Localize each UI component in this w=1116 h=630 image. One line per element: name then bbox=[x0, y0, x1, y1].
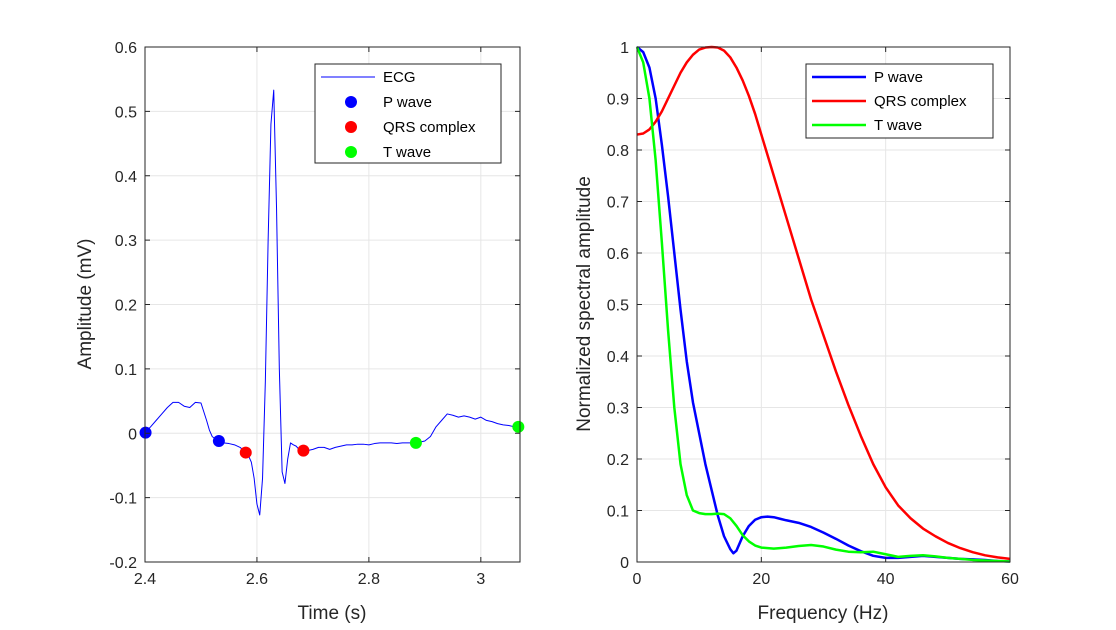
ecg-y-ticks: -0.2 -0.1 0 0.1 0.2 0.3 0.4 0.5 0.6 bbox=[109, 40, 520, 572]
spectrum-y-axis-label: Normalized spectral amplitude bbox=[574, 176, 595, 432]
ecg-y-tick-label-6: 0.4 bbox=[115, 169, 137, 186]
ecg-legend-entry-ecg: ECG bbox=[321, 69, 416, 86]
spectrum-legend: P wave QRS complex T wave bbox=[805, 63, 994, 139]
spectrum-y-tick-label-7: 0.7 bbox=[607, 195, 629, 212]
spectrum-series-qrs-complex-line bbox=[636, 45, 1011, 561]
ecg-x-axis-label: Time (s) bbox=[298, 603, 367, 624]
spectrum-plot: 0 20 40 60 0 0.1 0.2 0.3 0.4 0.5 0.6 0.7 0.8 0.9 1 Fr… bbox=[574, 40, 1019, 624]
ecg-x-tick-label-3: 3 bbox=[476, 571, 485, 588]
ecg-series-markers bbox=[139, 420, 525, 459]
ecg-legend-swatch-t-wave bbox=[345, 146, 357, 158]
ecg-y-axis-label: Amplitude (mV) bbox=[75, 239, 96, 370]
spectrum-y-tick-label-9: 0.9 bbox=[607, 92, 629, 109]
spectrum-y-tick-label-2: 0.2 bbox=[607, 452, 629, 469]
ecg-y-tick-label-3: 0.1 bbox=[115, 362, 137, 379]
ecg-legend-entry-t-wave: T wave bbox=[345, 144, 431, 161]
spectrum-y-tick-label-4: 0.4 bbox=[607, 349, 629, 366]
ecg-marker-p-wave-0 bbox=[139, 426, 152, 439]
ecg-marker-t-wave-0 bbox=[409, 436, 422, 449]
ecg-legend-label-qrs-complex: QRS complex bbox=[383, 119, 476, 136]
spectrum-x-tick-label-0: 0 bbox=[633, 571, 642, 588]
ecg-y-tick-label-7: 0.5 bbox=[115, 104, 137, 121]
spectrum-series-t-wave-line bbox=[635, 46, 1011, 563]
ecg-legend-box bbox=[314, 63, 502, 164]
spectrum-legend-entry-t-wave: T wave bbox=[812, 117, 922, 134]
spectrum-y-tick-label-1: 0.1 bbox=[607, 504, 629, 521]
ecg-y-tick-label-2: 0 bbox=[128, 426, 137, 443]
spectrum-series-lines bbox=[635, 45, 1011, 563]
ecg-legend-label-p-wave: P wave bbox=[383, 94, 432, 111]
spectrum-y-tick-label-10: 1 bbox=[620, 40, 629, 57]
ecg-legend: ECG P wave QRS complex T wave bbox=[314, 63, 502, 164]
ecg-plot: 2.4 2.6 2.8 3 -0.2 -0.1 0 0.1 0.2 0.3 0.4 0.5 0.6 T… bbox=[75, 40, 525, 624]
spectrum-x-tick-label-2: 40 bbox=[877, 571, 895, 588]
spectrum-y-tick-label-6: 0.6 bbox=[607, 246, 629, 263]
spectrum-y-tick-label-3: 0.3 bbox=[607, 401, 629, 418]
ecg-marker-t-wave-1 bbox=[512, 420, 525, 433]
ecg-y-tick-label-8: 0.6 bbox=[115, 40, 137, 57]
ecg-legend-label-ecg: ECG bbox=[383, 69, 416, 86]
spectrum-legend-label-p-wave: P wave bbox=[874, 69, 923, 86]
ecg-marker-qrs-complex-0 bbox=[239, 446, 252, 459]
spectrum-y-tick-label-5: 0.5 bbox=[607, 298, 629, 315]
spectrum-legend-label-qrs-complex: QRS complex bbox=[874, 93, 967, 110]
spectrum-y-tick-label-8: 0.8 bbox=[607, 143, 629, 160]
spectrum-x-tick-label-3: 60 bbox=[1001, 571, 1019, 588]
spectrum-legend-entry-qrs-complex: QRS complex bbox=[812, 93, 967, 110]
ecg-y-tick-label-5: 0.3 bbox=[115, 233, 137, 250]
spectrum-x-axis-label: Frequency (Hz) bbox=[758, 603, 889, 624]
ecg-marker-qrs-complex-1 bbox=[297, 444, 310, 457]
ecg-x-tick-label-0: 2.4 bbox=[134, 571, 156, 588]
ecg-marker-p-wave-1 bbox=[212, 434, 225, 447]
spectrum-legend-entry-p-wave: P wave bbox=[812, 69, 923, 86]
ecg-legend-swatch-qrs-complex bbox=[345, 121, 357, 133]
ecg-y-tick-label-0: -0.2 bbox=[109, 555, 137, 572]
ecg-legend-label-t-wave: T wave bbox=[383, 144, 431, 161]
ecg-x-tick-label-1: 2.6 bbox=[246, 571, 268, 588]
ecg-legend-entry-qrs-complex: QRS complex bbox=[345, 119, 476, 136]
spectrum-x-tick-label-1: 20 bbox=[752, 571, 770, 588]
ecg-y-tick-label-1: -0.1 bbox=[109, 491, 137, 508]
spectrum-y-tick-label-0: 0 bbox=[620, 555, 629, 572]
ecg-y-tick-label-4: 0.2 bbox=[115, 298, 137, 315]
ecg-x-ticks: 2.4 2.6 2.8 3 bbox=[134, 47, 485, 588]
spectrum-y-ticks: 0 0.1 0.2 0.3 0.4 0.5 0.6 0.7 0.8 0.9 1 bbox=[607, 40, 1010, 572]
spectrum-x-ticks: 0 20 40 60 bbox=[633, 47, 1019, 588]
spectrum-legend-label-t-wave: T wave bbox=[874, 117, 922, 134]
ecg-legend-swatch-p-wave bbox=[345, 96, 357, 108]
ecg-x-tick-label-2: 2.8 bbox=[358, 571, 380, 588]
ecg-legend-entry-p-wave: P wave bbox=[345, 94, 432, 111]
